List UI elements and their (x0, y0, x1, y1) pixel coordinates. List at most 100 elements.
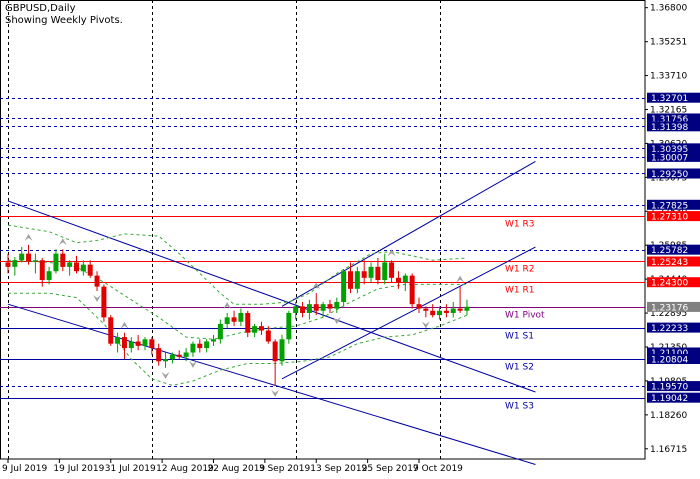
bear-candle (94, 275, 100, 287)
price-tag (647, 392, 700, 403)
bollinger-middle-band (7, 259, 467, 340)
bear-candle (197, 343, 203, 349)
y-tick-label: 1.16715 (650, 445, 687, 455)
trend-line (281, 160, 536, 307)
pivot-level-label: W1 R2 (505, 265, 534, 275)
pivot-level-label: W1 S2 (505, 363, 534, 373)
bull-candle (293, 306, 299, 313)
bear-candle (245, 312, 251, 333)
bull-candle (402, 275, 408, 283)
price-tag-label: 1.19042 (651, 394, 688, 404)
bear-candle (5, 262, 11, 267)
bull-candle (217, 323, 223, 340)
bear-candle (348, 271, 353, 289)
plot-frame (0, 0, 646, 460)
price-tag (647, 92, 700, 103)
bull-candle (211, 339, 216, 342)
bull-candle (279, 339, 285, 362)
fractal-down-arrow (421, 321, 430, 329)
bull-candle (128, 341, 134, 349)
y-tick-label: 1.18260 (650, 411, 687, 421)
bear-candle (313, 304, 319, 311)
bull-candle (169, 354, 175, 360)
price-tag (647, 381, 700, 392)
fractal-down-arrow (271, 389, 280, 397)
chart-subtitle: Showing Weekly Pivots. (5, 15, 123, 26)
price-tag (647, 347, 700, 358)
price-tag (647, 121, 700, 132)
bull-candle (12, 260, 18, 267)
bear-candle (423, 308, 429, 311)
bear-candle (101, 286, 107, 318)
fractal-down-arrow (332, 316, 341, 324)
price-tag (647, 301, 700, 312)
price-tag-label: 1.25243 (651, 258, 688, 268)
bull-candle (163, 359, 169, 362)
bear-candle (409, 275, 415, 305)
price-tag (647, 322, 700, 333)
fractal-up-arrow (456, 275, 465, 283)
bull-candle (19, 253, 25, 261)
x-tick-label: 9 Jul 2019 (2, 464, 47, 474)
bear-candle (26, 253, 32, 262)
price-tag-label: 1.24300 (651, 279, 688, 289)
price-tag-label: 1.27825 (651, 201, 688, 211)
pivot-level-label: W1 R1 (505, 286, 534, 296)
y-tick-label: 1.35251 (650, 38, 687, 48)
bear-candle (375, 266, 381, 281)
price-tag (647, 113, 700, 124)
price-tag (647, 143, 700, 154)
x-tick-label: 12 Aug 2019 (156, 464, 214, 474)
bull-candle (53, 253, 59, 272)
bear-candle (430, 310, 436, 316)
price-tag (647, 211, 700, 222)
bull-candle (354, 271, 360, 289)
bear-candle (327, 304, 333, 309)
price-tag-label: 1.30395 (651, 145, 688, 155)
price-tag-label: 1.32701 (651, 94, 688, 104)
bear-candle (156, 348, 162, 362)
bear-candle (265, 330, 271, 342)
bull-candle (334, 301, 340, 309)
trend-line (7, 200, 536, 393)
bear-candle (74, 262, 79, 272)
fractal-up-arrow (387, 249, 396, 257)
bear-candle (176, 354, 182, 357)
bull-candle (368, 266, 374, 278)
symbol-label: GBPUSD,Daily (5, 3, 76, 14)
bull-candle (32, 260, 38, 262)
pivot-level-label: W1 S1 (505, 332, 534, 342)
bear-candle (361, 271, 367, 278)
x-tick-label: 25 Sep 2019 (362, 464, 419, 474)
price-tag (647, 277, 700, 288)
bear-candle (416, 304, 422, 309)
x-tick-label: 19 Jul 2019 (53, 464, 104, 474)
price-tag-label: 1.20804 (651, 355, 688, 365)
bull-candle (464, 306, 470, 311)
bull-candle (320, 304, 326, 311)
price-tag-label: 1.19570 (651, 383, 688, 393)
price-tag-label: 1.30007 (651, 153, 688, 163)
pivot-level-label: W1 R3 (505, 220, 534, 230)
y-tick-label: 1.36800 (650, 4, 687, 14)
bear-candle (135, 341, 141, 346)
bear-candle (389, 262, 395, 278)
bollinger-lower-band (8, 292, 468, 386)
x-tick-label: 22 Aug 2019 (208, 464, 266, 474)
bear-candle (272, 341, 278, 362)
bull-candle (437, 310, 443, 316)
bull-candle (341, 271, 347, 302)
price-tag (647, 168, 700, 179)
bear-candle (300, 306, 306, 313)
bull-candle (238, 312, 244, 322)
fractal-up-arrow (312, 282, 321, 290)
y-tick-label: 1.22895 (650, 309, 687, 319)
bull-candle (67, 262, 73, 267)
bull-candle (142, 339, 148, 346)
y-tick-label: 1.33710 (650, 72, 687, 82)
bear-candle (443, 310, 449, 313)
fractal-down-arrow (188, 360, 197, 368)
trend-line (281, 246, 536, 380)
price-tag (647, 151, 700, 162)
